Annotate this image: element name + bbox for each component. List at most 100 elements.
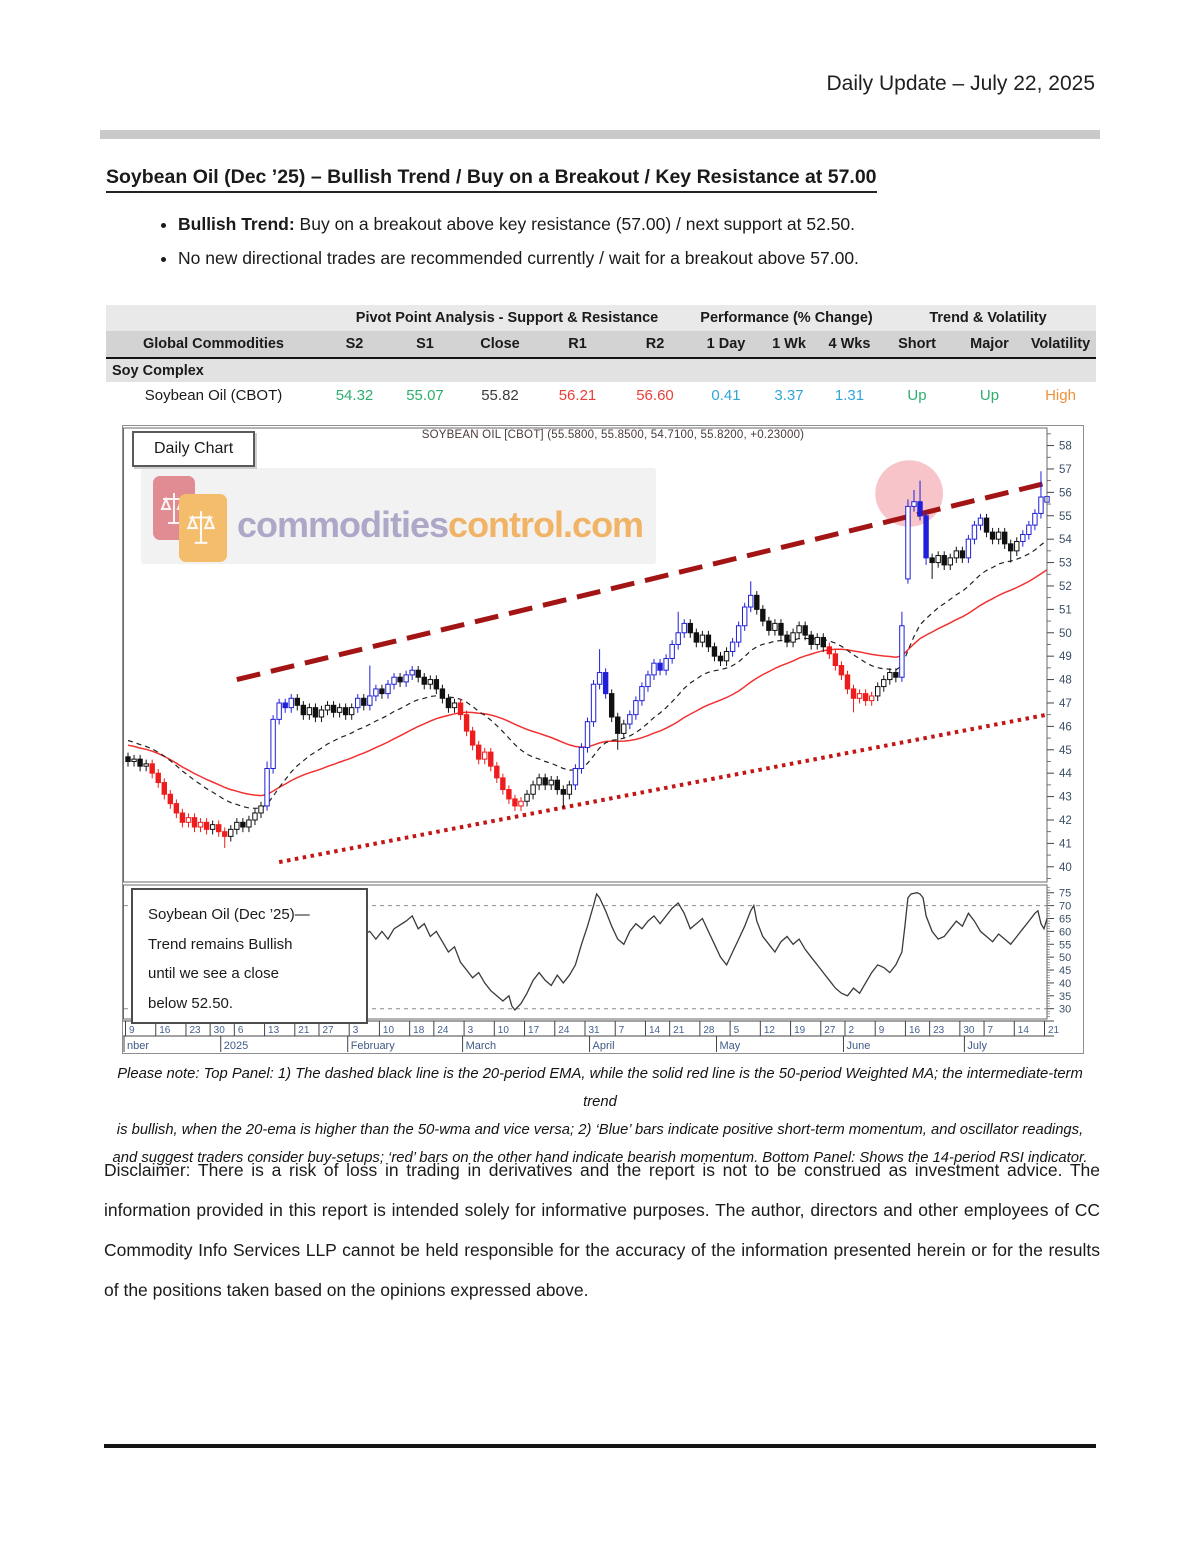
svg-text:24: 24	[558, 1025, 570, 1036]
footer-rule	[104, 1444, 1096, 1448]
svg-text:40: 40	[1059, 862, 1072, 874]
column-header: 1 Day	[693, 331, 759, 359]
svg-text:43: 43	[1059, 792, 1072, 804]
svg-text:27: 27	[322, 1025, 334, 1036]
svg-text:30: 30	[214, 1025, 226, 1036]
svg-text:7: 7	[988, 1025, 994, 1036]
svg-text:56: 56	[1059, 487, 1072, 499]
svg-text:2025: 2025	[224, 1040, 248, 1052]
svg-text:21: 21	[673, 1025, 685, 1036]
daily-chart-panel: commoditiescontrol.com 40 41 42 43 44 45 46 47 4…	[122, 425, 1084, 1054]
lower-trendline	[278, 712, 1048, 865]
svg-text:28: 28	[703, 1025, 715, 1036]
svg-text:65: 65	[1059, 914, 1071, 926]
table-cell: High	[1045, 387, 1076, 404]
column-header: 4 Wks	[819, 331, 880, 359]
svg-text:14: 14	[1018, 1025, 1030, 1036]
column-header: R1	[538, 331, 617, 359]
svg-text:30: 30	[1059, 1004, 1071, 1016]
svg-text:7: 7	[619, 1025, 625, 1036]
svg-text:44: 44	[1059, 768, 1072, 780]
svg-text:46: 46	[1059, 721, 1072, 733]
svg-text:5: 5	[734, 1025, 740, 1036]
bullet-item: Bullish Trend: Buy on a breakout above k…	[178, 214, 859, 235]
table-cell: 3.37	[774, 387, 804, 404]
svg-text:21: 21	[298, 1025, 310, 1036]
table-group-header: Trend & Volatility	[880, 305, 1096, 331]
svg-text:3: 3	[353, 1025, 359, 1036]
svg-text:July: July	[967, 1040, 987, 1052]
table-group-header: Performance (% Change)	[693, 305, 880, 331]
table-group-header: Pivot Point Analysis - Support & Resista…	[321, 305, 693, 331]
rsi-line	[348, 892, 1048, 1012]
svg-text:17: 17	[528, 1025, 540, 1036]
svg-text:10: 10	[383, 1025, 395, 1036]
candlestick-rsi-chart: 4041424344454647484950515253545556575830…	[123, 427, 1072, 1052]
pivot-table: Pivot Point Analysis - Support & Resista…	[106, 305, 1096, 409]
svg-text:May: May	[720, 1040, 741, 1052]
svg-text:45: 45	[1059, 965, 1071, 977]
table-cell: 56.60	[636, 387, 674, 404]
page-title: Soybean Oil (Dec ’25) – Bullish Trend / …	[106, 166, 877, 193]
table-group-spacer	[106, 305, 321, 331]
svg-text:19: 19	[794, 1025, 806, 1036]
table-cell: Up	[907, 387, 927, 404]
svg-text:16: 16	[909, 1025, 921, 1036]
svg-text:18: 18	[413, 1025, 425, 1036]
svg-text:40: 40	[1059, 978, 1071, 990]
chart-footnote: Please note: Top Panel: 1) The dashed bl…	[112, 1066, 1088, 1166]
svg-text:March: March	[466, 1040, 497, 1052]
summary-bullets: Bullish Trend: Buy on a breakout above k…	[142, 214, 859, 282]
svg-text:41: 41	[1059, 838, 1072, 850]
svg-text:3: 3	[468, 1025, 474, 1036]
scales-icon	[186, 511, 216, 544]
svg-text:47: 47	[1059, 698, 1072, 710]
svg-text:31: 31	[589, 1025, 601, 1036]
wma50-line	[127, 569, 1048, 797]
commodity-name: Soybean Oil (CBOT)	[144, 387, 283, 404]
section-row: Soy Complex	[106, 359, 1096, 382]
svg-text:35: 35	[1059, 991, 1071, 1003]
svg-text:9: 9	[129, 1025, 135, 1036]
column-header: Short	[880, 331, 954, 359]
svg-text:23: 23	[933, 1025, 945, 1036]
svg-text:52: 52	[1059, 581, 1072, 593]
column-header: S2	[321, 331, 388, 359]
column-header: Global Commodities	[106, 331, 321, 359]
svg-text:April: April	[593, 1040, 615, 1052]
svg-text:June: June	[846, 1040, 870, 1052]
svg-text:45: 45	[1059, 745, 1072, 757]
svg-text:21: 21	[1048, 1025, 1060, 1036]
upper-trendline	[236, 480, 1048, 683]
ema20-line	[127, 539, 1048, 809]
svg-text:57: 57	[1059, 464, 1072, 476]
svg-text:30: 30	[963, 1025, 975, 1036]
column-header: R2	[617, 331, 693, 359]
column-header: Major	[954, 331, 1025, 359]
svg-text:2: 2	[848, 1025, 854, 1036]
table-cell: 55.07	[406, 387, 444, 404]
svg-text:51: 51	[1059, 604, 1072, 616]
page-header: Daily Update – July 22, 2025	[826, 72, 1096, 95]
table-cell: 55.82	[481, 387, 519, 404]
table-cell: Up	[979, 387, 1000, 404]
svg-text:49: 49	[1059, 651, 1072, 663]
svg-text:55: 55	[1059, 939, 1071, 951]
svg-text:February: February	[351, 1040, 396, 1052]
bullet-item: No new directional trades are recommende…	[178, 248, 859, 269]
svg-text:14: 14	[649, 1025, 661, 1036]
svg-text:23: 23	[189, 1025, 201, 1036]
svg-text:10: 10	[498, 1025, 510, 1036]
svg-text:12: 12	[764, 1025, 776, 1036]
svg-text:27: 27	[824, 1025, 836, 1036]
column-header: Close	[462, 331, 538, 359]
table-cell: 56.21	[558, 387, 597, 404]
table-cell: 1.31	[834, 387, 865, 404]
table-cell: 0.41	[711, 387, 741, 404]
svg-text:54: 54	[1059, 534, 1072, 546]
svg-text:42: 42	[1059, 815, 1072, 827]
scales-icon	[160, 493, 188, 524]
svg-text:58: 58	[1059, 441, 1072, 453]
commoditiescontrol-logo	[151, 472, 243, 564]
